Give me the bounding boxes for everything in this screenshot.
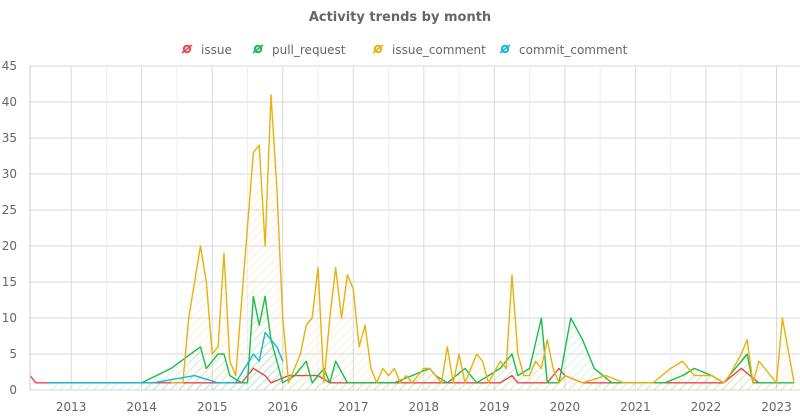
x-tick-label: 2023 [761, 400, 792, 414]
legend-item-issue-comment[interactable]: issue_comment [372, 43, 486, 57]
y-tick-label: 0 [9, 383, 17, 397]
x-tick-label: 2022 [691, 400, 722, 414]
x-tick-label: 2016 [267, 400, 298, 414]
y-tick-label: 35 [2, 131, 17, 145]
x-tick-label: 2021 [620, 400, 651, 414]
legend-label: issue_comment [392, 43, 486, 57]
legend-swatch [182, 44, 192, 54]
x-tick-label: 2015 [197, 400, 228, 414]
y-tick-label: 15 [2, 275, 17, 289]
grid [30, 65, 800, 391]
series-areas [47, 94, 795, 391]
x-tick-label: 2014 [126, 400, 157, 414]
legend-item-commit-comment[interactable]: commit_comment [499, 43, 628, 57]
series-area-commit-comment [47, 332, 283, 390]
x-tick-label: 2017 [338, 400, 369, 414]
y-tick-label: 5 [9, 347, 17, 361]
y-tick-label: 25 [2, 203, 17, 217]
y-tick-label: 10 [2, 311, 17, 325]
legend-swatch [253, 44, 263, 54]
legend-swatch-line [499, 44, 511, 54]
legend-item-issue[interactable]: issue [181, 43, 232, 57]
legend-swatch-line [252, 44, 264, 54]
x-tick-label: 2013 [56, 400, 87, 414]
legend-swatch [373, 44, 383, 54]
legend-swatch-line [181, 44, 193, 54]
axes: 0 5 10 15 20 25 30 35 40 45 2013 2014 2015 2016 2017 20… [2, 59, 792, 414]
x-tick-label: 2020 [550, 400, 581, 414]
legend-swatch [500, 44, 510, 54]
legend-swatch-line [372, 44, 384, 54]
x-tick-label: 2019 [479, 400, 510, 414]
legend-item-pull-request[interactable]: pull_request [252, 43, 346, 57]
chart-title: Activity trends by month [309, 10, 491, 25]
y-tick-label: 45 [2, 59, 17, 73]
series-line-commit-comment [47, 331, 284, 384]
legend-label: commit_comment [519, 43, 628, 57]
y-tick-label: 20 [2, 239, 17, 253]
y-tick-label: 40 [2, 95, 17, 109]
legend-label: issue [201, 43, 232, 57]
series-line-issue-comment [171, 94, 795, 384]
y-tick-label: 30 [2, 167, 17, 181]
x-tick-label: 2018 [409, 400, 440, 414]
legend: issue pull_request issue_comment commit_com… [181, 43, 628, 57]
series-lines [29, 94, 795, 384]
legend-label: pull_request [272, 43, 346, 57]
